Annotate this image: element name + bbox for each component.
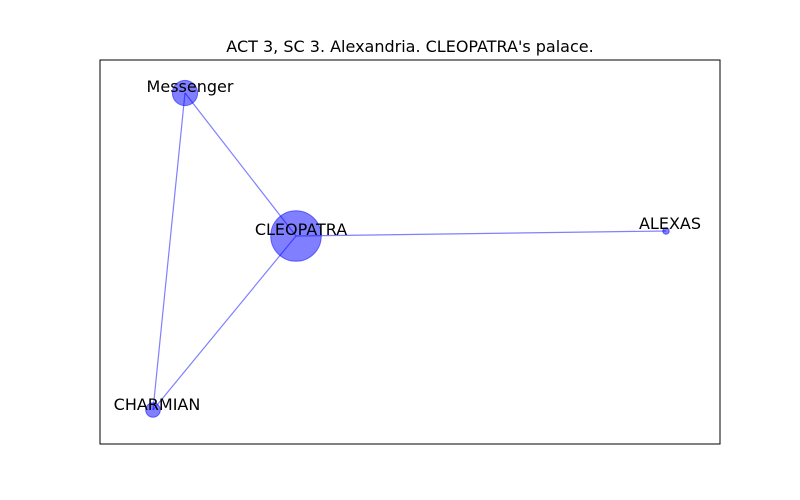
plot-frame bbox=[99, 59, 721, 445]
node-charmian bbox=[145, 402, 161, 418]
labels-layer: Messenger CLEOPATRA ALEXAS CHARMIAN bbox=[114, 77, 701, 414]
node-cleopatra bbox=[270, 210, 322, 262]
edge-cleopatra-charmian bbox=[152, 235, 297, 411]
node-messenger bbox=[171, 79, 199, 107]
edge-cleopatra-alexas bbox=[295, 230, 667, 237]
edge-messenger-cleopatra bbox=[184, 92, 297, 237]
edge-messenger-charmian bbox=[152, 92, 186, 411]
edges-layer bbox=[152, 92, 667, 411]
node-label-alexas: ALEXAS bbox=[639, 214, 701, 233]
node-label-messenger: Messenger bbox=[147, 77, 234, 96]
node-label-cleopatra: CLEOPATRA bbox=[255, 220, 347, 239]
figure-title: ACT 3, SC 3. Alexandria. CLEOPATRA's pal… bbox=[226, 37, 593, 56]
node-label-charmian: CHARMIAN bbox=[114, 395, 201, 414]
node-alexas bbox=[662, 227, 670, 235]
nodes-layer bbox=[145, 79, 670, 418]
